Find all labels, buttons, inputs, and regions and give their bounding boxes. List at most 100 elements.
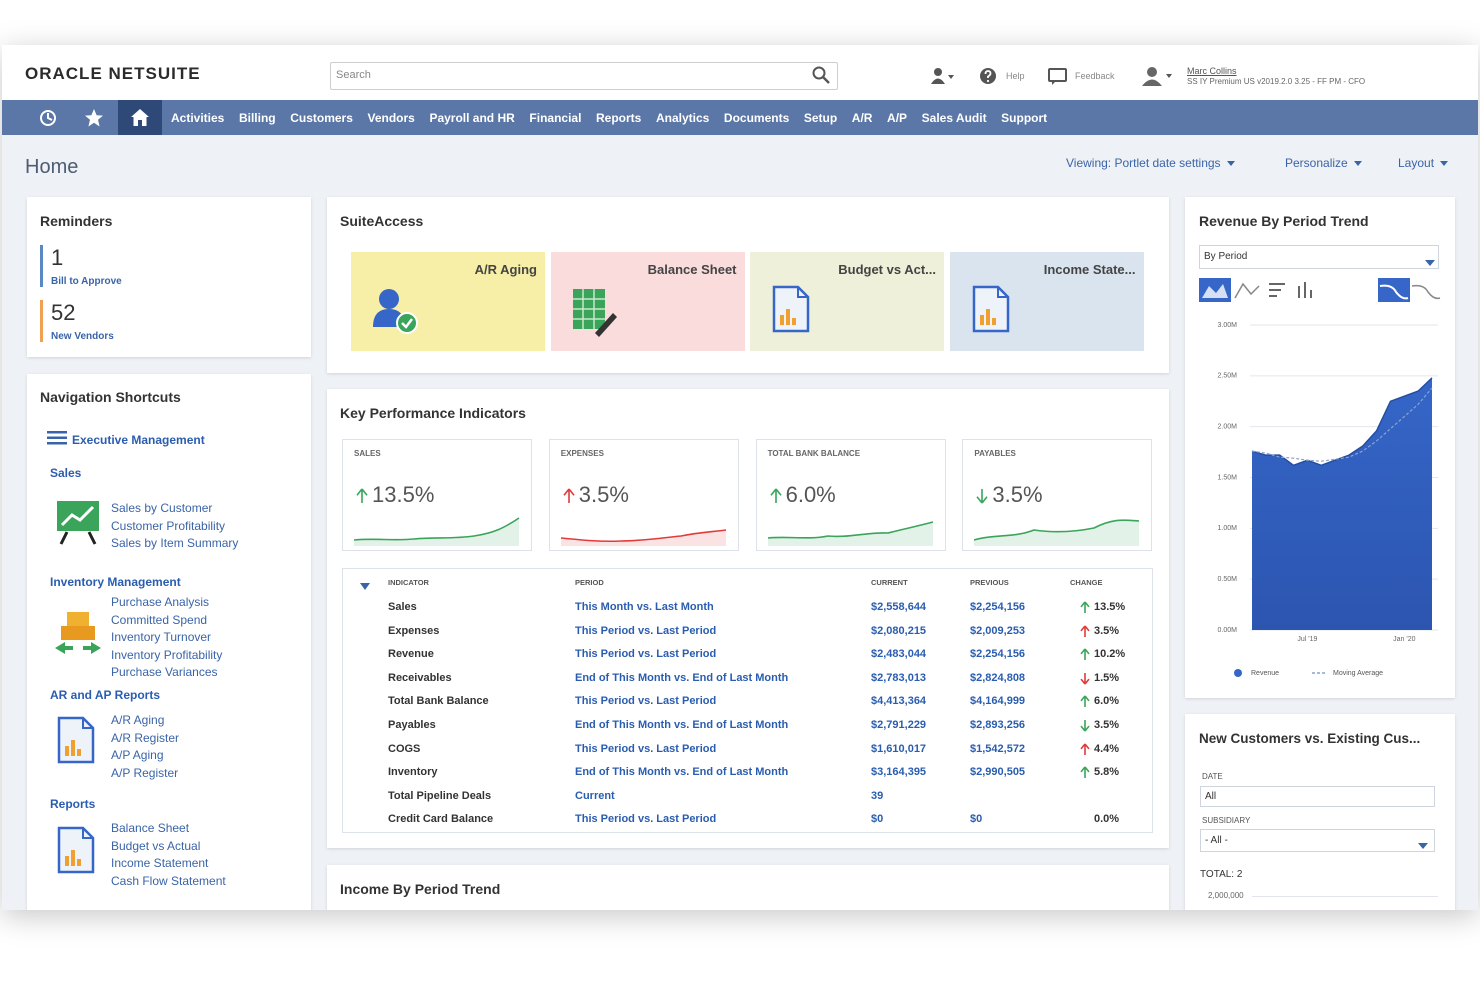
- icon-part: [974, 520, 1140, 546]
- shortcut-link[interactable]: A/P Aging: [111, 748, 164, 762]
- subsidiary-select[interactable]: [1200, 829, 1435, 852]
- shortcut-link[interactable]: Sales by Customer: [111, 501, 213, 515]
- viewing-menu[interactable]: Viewing: Portlet date settings: [1066, 156, 1235, 170]
- table-cell[interactable]: $2,824,808: [970, 671, 1026, 684]
- shortcut-group[interactable]: Inventory Management: [50, 575, 181, 589]
- table-cell[interactable]: $2,080,215: [871, 624, 927, 637]
- nav-item[interactable]: Billing: [238, 110, 276, 125]
- table-cell[interactable]: $2,254,156: [970, 601, 1026, 613]
- nav-item[interactable]: A/P: [887, 110, 908, 125]
- help-link[interactable]: Help: [1006, 71, 1025, 81]
- icon-part: [769, 488, 782, 503]
- table-cell[interactable]: $2,009,253: [970, 624, 1026, 637]
- table-cell[interactable]: End of This Month vs. End of Last Month: [575, 766, 789, 779]
- table-cell[interactable]: This Month vs. Last Month: [575, 601, 714, 613]
- shortcut-link[interactable]: A/P Register: [111, 765, 179, 780]
- kpi-arrow: [976, 488, 989, 504]
- period-select[interactable]: [1199, 245, 1439, 269]
- table-cell[interactable]: This Period vs. Last Period: [575, 742, 717, 755]
- table-cell[interactable]: $4,164,999: [970, 695, 1026, 708]
- nav-item[interactable]: Documents: [723, 110, 790, 125]
- table-cell[interactable]: $1,542,572: [970, 742, 1026, 755]
- search-box[interactable]: [330, 62, 838, 90]
- shortcut-link[interactable]: Purchase Variances: [111, 665, 218, 679]
- table-cell[interactable]: $1,610,017: [871, 742, 927, 755]
- table-cell[interactable]: $2,254,156: [970, 648, 1026, 661]
- icon-part: [47, 431, 67, 434]
- shortcut-link[interactable]: Cash Flow Statement: [111, 873, 226, 888]
- nav-item[interactable]: Setup: [803, 110, 838, 125]
- feedback-link[interactable]: Feedback: [1075, 71, 1115, 81]
- table-cell[interactable]: $2,483,044: [871, 648, 927, 661]
- date-input[interactable]: [1200, 786, 1435, 807]
- nav-item[interactable]: Vendors: [367, 110, 415, 125]
- shortcut-link[interactable]: A/R Register: [111, 730, 180, 745]
- table-cell[interactable]: $2,893,256: [970, 719, 1026, 731]
- layout-menu[interactable]: Layout: [1398, 156, 1449, 170]
- shortcut-link[interactable]: Purchase Analysis: [111, 595, 210, 609]
- nav-item[interactable]: Sales Audit: [921, 110, 987, 125]
- shortcut-link[interactable]: Committed Spend: [111, 612, 208, 627]
- nav-item[interactable]: A/R: [851, 110, 873, 125]
- icon-part: [1411, 284, 1441, 300]
- table-cell[interactable]: End of This Month vs. End of Last Month: [575, 671, 789, 684]
- shortcut-link[interactable]: A/R Aging: [111, 713, 165, 727]
- shortcut-group[interactable]: Reports: [50, 797, 96, 811]
- table-cell[interactable]: $2,558,644: [871, 601, 927, 613]
- reminder-label[interactable]: New Vendors: [51, 331, 114, 342]
- personalize-menu[interactable]: Personalize: [1285, 156, 1362, 170]
- tile-icon: [768, 285, 820, 339]
- icon-part: [594, 313, 617, 337]
- table-cell[interactable]: This Period vs. Last Period: [575, 648, 717, 661]
- table-cell[interactable]: $2,791,229: [871, 719, 927, 731]
- table-cell[interactable]: $0: [871, 813, 884, 826]
- icon-part: [1080, 648, 1090, 661]
- user-name[interactable]: Marc Collins: [1187, 66, 1237, 76]
- select-caret: [1425, 254, 1435, 266]
- shortcut-link[interactable]: Balance Sheet: [111, 821, 190, 835]
- shortcut-link[interactable]: Budget vs Actual: [111, 838, 201, 853]
- shortcut-group[interactable]: Sales: [50, 466, 82, 480]
- table-cell[interactable]: $2,990,505: [970, 766, 1026, 779]
- icon-part: [972, 285, 1009, 333]
- kpi-label: EXPENSES: [560, 449, 604, 458]
- table-cell[interactable]: $3,164,395: [871, 766, 927, 779]
- shortcut-link[interactable]: Income Statement: [111, 856, 209, 870]
- table-cell[interactable]: 39: [871, 789, 884, 802]
- icon-part: [560, 529, 726, 546]
- icon-part: [772, 285, 810, 333]
- shortcut-link[interactable]: Customer Profitability: [111, 518, 226, 533]
- reminder-label[interactable]: Bill to Approve: [51, 276, 122, 287]
- table-cell: 0.0%: [1094, 813, 1120, 826]
- table-cell[interactable]: $4,413,364: [871, 695, 927, 708]
- nav-item[interactable]: Support: [1001, 110, 1048, 125]
- y-tick-label: 0.50M: [1218, 576, 1238, 583]
- table-cell: Credit Card Balance: [388, 813, 494, 826]
- shortcut-link[interactable]: Inventory Turnover: [111, 630, 212, 644]
- tile-label[interactable]: Income State...: [1043, 262, 1136, 277]
- nav-item[interactable]: Customers: [290, 110, 353, 125]
- icon-part: [769, 488, 782, 503]
- nav-item[interactable]: Payroll and HR: [429, 110, 515, 125]
- nav-item[interactable]: Reports: [596, 110, 642, 125]
- shortcut-link[interactable]: Sales by Item Summary: [111, 536, 239, 550]
- table-cell[interactable]: This Period vs. Last Period: [575, 695, 717, 708]
- shortcut-group[interactable]: AR and AP Reports: [50, 688, 161, 702]
- shortcut-top[interactable]: Executive Management: [72, 433, 205, 447]
- table-cell[interactable]: This Period vs. Last Period: [575, 624, 717, 637]
- tile-label[interactable]: Balance Sheet: [647, 262, 737, 277]
- table-cell[interactable]: $2,783,013: [871, 671, 927, 684]
- portlet: [1185, 714, 1455, 910]
- roles-icon: [930, 67, 954, 85]
- shortcut-link[interactable]: Inventory Profitability: [111, 647, 223, 662]
- tile-label[interactable]: Budget vs Act...: [838, 262, 936, 277]
- icon-part: [996, 287, 1008, 298]
- nav-item[interactable]: Financial: [529, 110, 582, 125]
- tile-label[interactable]: A/R Aging: [474, 262, 537, 277]
- nav-item[interactable]: Activities: [171, 110, 225, 125]
- table-cell[interactable]: End of This Month vs. End of Last Month: [575, 719, 789, 731]
- table-cell[interactable]: Current: [575, 789, 615, 802]
- table-cell[interactable]: $0: [970, 813, 983, 826]
- nav-item[interactable]: Analytics: [655, 110, 710, 125]
- table-cell[interactable]: This Period vs. Last Period: [575, 813, 717, 826]
